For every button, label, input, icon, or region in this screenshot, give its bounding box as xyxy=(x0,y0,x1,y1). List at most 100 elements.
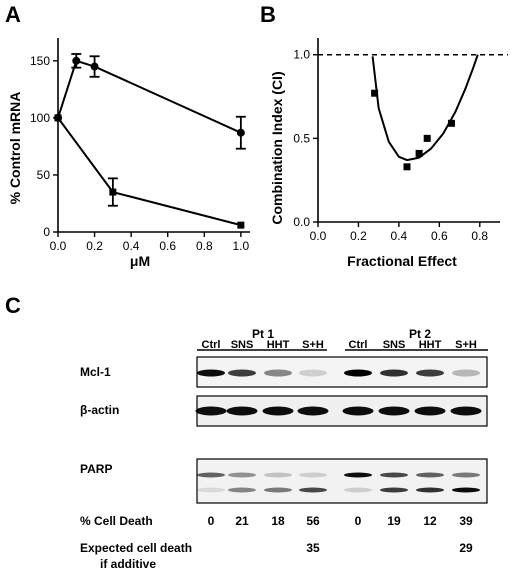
actin-band xyxy=(195,406,227,416)
panel-a-point xyxy=(109,188,117,196)
lane-label: SNS xyxy=(383,339,406,351)
panel-a-xtick-label: 0.4 xyxy=(123,239,140,253)
parp-lower-band xyxy=(452,487,480,493)
panel-c-letter: C xyxy=(5,293,21,318)
parp-lower-band xyxy=(228,487,256,493)
parp-lower-band xyxy=(197,487,225,493)
panel-a: A % Control mRNA μM 0 50 100 150 0.0 0.2 0.4 0.… xyxy=(5,2,250,269)
panel-a-xtick-label: 1.0 xyxy=(233,239,250,253)
blot-bands xyxy=(195,369,482,493)
panel-a-ytick-label: 100 xyxy=(30,111,50,125)
parp-upper-band xyxy=(299,472,327,478)
row-label-mcl1: Mcl-1 xyxy=(80,365,111,379)
parp-upper-band xyxy=(344,472,372,478)
panel-b-xtick-label: 0.8 xyxy=(471,229,488,243)
panel-b-ytick-label: 1.0 xyxy=(293,48,310,62)
panel-a-xlabel: μM xyxy=(130,253,150,269)
panel-b-point xyxy=(447,119,455,127)
parp-upper-band xyxy=(452,472,480,478)
cell-death-value: 0 xyxy=(355,514,362,528)
panel-b-plot: 0.0 0.5 1.0 0.0 0.2 0.4 0.6 0.8 xyxy=(293,38,508,243)
panel-a-ytick-label: 150 xyxy=(30,54,50,68)
parp-lower-band xyxy=(380,487,408,493)
blot-parp xyxy=(196,458,488,504)
panel-a-point xyxy=(90,62,99,71)
panel-b-ylabel: Combination Index (CI) xyxy=(269,71,285,224)
lane-label: SNS xyxy=(231,339,254,351)
mcl1-band xyxy=(452,369,480,377)
panel-b-xtick-label: 0.0 xyxy=(310,229,327,243)
mcl1-band xyxy=(228,369,256,377)
panel-b-point xyxy=(423,134,431,142)
panel-b-xtick-label: 0.4 xyxy=(391,229,408,243)
panel-b-point xyxy=(415,149,423,157)
cell-death-value: 56 xyxy=(306,514,320,528)
parp-upper-band xyxy=(380,472,408,478)
panel-b-xtick-label: 0.6 xyxy=(431,229,448,243)
cell-death-value: 39 xyxy=(459,514,473,528)
actin-band xyxy=(414,406,446,416)
expected-label-line2: if additive xyxy=(100,557,156,571)
panel-b-xlabel: Fractional Effect xyxy=(347,253,457,269)
panel-a-point xyxy=(72,56,81,65)
mcl1-band xyxy=(344,369,372,377)
parp-upper-band xyxy=(197,472,225,478)
panel-a-ylabel: % Control mRNA xyxy=(7,92,23,205)
actin-band xyxy=(450,406,482,416)
actin-band xyxy=(262,406,294,416)
expected-label-line1: Expected cell death xyxy=(80,541,192,555)
panel-a-xtick-label: 0.6 xyxy=(159,239,176,253)
panel-a-letter: A xyxy=(5,2,21,27)
panel-a-point xyxy=(236,128,245,137)
parp-upper-band xyxy=(228,472,256,478)
panel-c: C Pt 1 Pt 2 Ctrl SNS HHT S+H Ctrl SNS HHT S+H M… xyxy=(5,293,488,571)
row-label-actin: β-actin xyxy=(80,403,119,417)
panel-a-plot: 0 50 100 150 0.0 0.2 0.4 0.6 0.8 1.0 xyxy=(30,38,250,253)
actin-band xyxy=(297,406,329,416)
panel-a-xtick-label: 0.8 xyxy=(196,239,213,253)
lane-label: HHT xyxy=(267,339,290,351)
panel-a-series-line xyxy=(57,117,242,227)
lane-label: Ctrl xyxy=(349,339,368,351)
panel-a-xtick-label: 0.2 xyxy=(86,239,103,253)
expected-value: 35 xyxy=(306,541,320,555)
cell-death-value: 19 xyxy=(387,514,401,528)
mcl1-band xyxy=(380,369,408,377)
panel-b: B Combination Index (CI) Fractional Effe… xyxy=(260,2,508,269)
parp-lower-band xyxy=(299,487,327,493)
expected-values: 35 29 xyxy=(306,541,473,555)
row-label-parp: PARP xyxy=(80,462,112,476)
panel-a-ytick-label: 0 xyxy=(43,225,50,239)
cell-death-value: 21 xyxy=(235,514,249,528)
lane-label: S+H xyxy=(455,339,477,351)
mcl1-band xyxy=(416,369,444,377)
panel-b-xtick-label: 0.2 xyxy=(350,229,367,243)
panel-b-point xyxy=(371,89,379,97)
mcl1-band xyxy=(197,369,225,377)
panel-b-fit-curve xyxy=(371,54,479,162)
panel-b-ytick-label: 0.0 xyxy=(293,215,310,229)
patient-label-2: Pt 2 xyxy=(409,327,431,341)
cell-death-value: 0 xyxy=(208,514,215,528)
actin-band xyxy=(226,406,258,416)
cell-death-values: 0 21 18 56 0 19 12 39 xyxy=(208,514,473,528)
lane-label: Ctrl xyxy=(202,339,221,351)
parp-upper-band xyxy=(264,472,292,478)
panel-b-point xyxy=(403,163,411,171)
panel-a-xtick-label: 0.0 xyxy=(50,239,67,253)
cell-death-value: 12 xyxy=(423,514,437,528)
lane-label: S+H xyxy=(302,339,324,351)
parp-lower-band xyxy=(344,487,372,493)
panel-b-letter: B xyxy=(260,2,276,27)
parp-lower-band xyxy=(264,487,292,493)
lane-label: HHT xyxy=(419,339,442,351)
mcl1-band xyxy=(264,369,292,377)
actin-band xyxy=(378,406,410,416)
mcl1-band xyxy=(299,369,327,377)
cell-death-value: 18 xyxy=(271,514,285,528)
actin-band xyxy=(342,406,374,416)
patient-label-1: Pt 1 xyxy=(252,327,274,341)
panel-a-ytick-label: 50 xyxy=(37,168,51,182)
expected-value: 29 xyxy=(459,541,473,555)
